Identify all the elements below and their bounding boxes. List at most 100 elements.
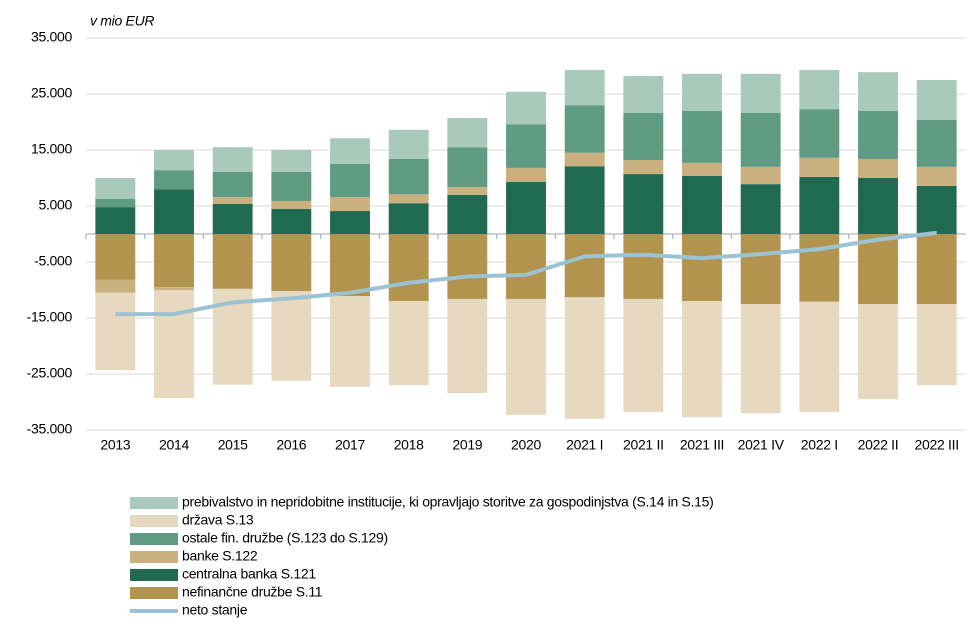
bar-segment [212, 203, 253, 234]
bar-segment [799, 176, 840, 234]
bar-segment [682, 73, 722, 111]
y-tick-label: -25.000 [27, 365, 73, 381]
bar-segment [623, 234, 664, 299]
bar-segment [858, 178, 898, 234]
bar-segment [447, 298, 488, 394]
x-tick-label: 2022 II [858, 437, 899, 453]
bar-segment [330, 234, 370, 297]
labels: -35.000 -25.000 -15.000 -5.000 5.000 15.000 25… [27, 29, 960, 453]
bar-segment [447, 194, 488, 234]
bar-segment [682, 234, 722, 302]
bar-segment [799, 301, 840, 413]
bar-segment [330, 164, 370, 198]
x-tick-label: 2016 [276, 437, 306, 453]
bar-segment [154, 170, 194, 190]
legend-swatch [130, 587, 178, 599]
bar-segment [623, 160, 664, 175]
legend-swatch [130, 533, 178, 545]
bar-segment [95, 199, 136, 208]
x-tick-label: 2021 I [566, 437, 603, 453]
bar-segment [858, 72, 898, 111]
bar-segment [623, 113, 664, 161]
x-tick-label: 2020 [511, 437, 541, 453]
bar-segment [95, 178, 136, 199]
bar-segment [799, 69, 840, 110]
bar-segment [154, 290, 194, 399]
bar-segment [447, 147, 488, 187]
x-tick-label: 2021 III [680, 437, 724, 453]
bar-segment [506, 234, 546, 299]
bar-segment [858, 304, 898, 400]
lines [115, 230, 937, 317]
bar-segment [388, 158, 429, 195]
bar-segment [154, 150, 194, 171]
bar-segment [740, 234, 781, 304]
bar-segment [95, 279, 136, 293]
legend-swatch [130, 515, 178, 527]
unit-label: v mio EUR [90, 13, 154, 29]
bar-segment [623, 174, 664, 234]
bar-segment [564, 69, 605, 106]
bar-segment [799, 109, 840, 158]
legend: prebivalstvo in nepridobitne institucije… [130, 494, 714, 618]
legend-label: ostale fin. družbe (S.123 do S.129) [182, 530, 388, 546]
bar-segment [564, 105, 605, 153]
y-tick-label: -5.000 [34, 253, 72, 269]
bar-segment [623, 76, 664, 114]
bar-segment [740, 184, 781, 234]
legend-swatch [130, 497, 178, 509]
legend-label: centralna banka S.121 [182, 566, 316, 582]
bar-segment [799, 234, 840, 302]
bar-segment [212, 197, 253, 204]
bar-segment [740, 73, 781, 114]
x-tick-label: 2013 [100, 437, 130, 453]
legend-label: država S.13 [182, 512, 254, 528]
bar-segment [740, 166, 781, 185]
x-tick-label: 2018 [394, 437, 424, 453]
bar-segment [95, 207, 136, 234]
bar-segment [506, 91, 546, 125]
bar-segment [564, 166, 605, 234]
legend-swatch [130, 551, 178, 563]
bar-segment [682, 175, 722, 234]
bar-segment [447, 186, 488, 195]
x-tick-label: 2021 IV [738, 437, 785, 453]
y-tick-label: 35.000 [31, 29, 73, 45]
bar-segment [506, 124, 546, 168]
bar-segment [916, 80, 957, 120]
bar-segment [916, 119, 957, 167]
y-tick-label: 25.000 [31, 85, 73, 101]
bars [95, 69, 957, 419]
bar-segment [388, 129, 429, 159]
bar-segment [682, 301, 722, 418]
bar-segment [388, 194, 429, 204]
bar-segment [506, 298, 546, 415]
bar-segment [330, 211, 370, 234]
bar-segment [212, 234, 253, 289]
x-tick-label: 2017 [335, 437, 365, 453]
bar-segment [95, 234, 136, 280]
bar-segment [271, 150, 312, 172]
bar-segment [330, 197, 370, 212]
bar-segment [154, 287, 194, 290]
bar-segment [740, 113, 781, 167]
bar-segment [388, 203, 429, 234]
y-tick-label: -15.000 [27, 309, 73, 325]
bar-segment [447, 234, 488, 299]
legend-label: banke S.122 [182, 548, 258, 564]
legend-label: neto stanje [182, 602, 248, 618]
x-tick-label: 2019 [452, 437, 482, 453]
x-tick-label: 2021 II [623, 437, 664, 453]
bar-segment [271, 234, 312, 292]
bar-segment [564, 152, 605, 167]
bar-segment [271, 200, 312, 209]
y-tick-label: -35.000 [27, 421, 73, 437]
bar-segment [916, 304, 957, 386]
x-tick-label: 2015 [218, 437, 248, 453]
bar-segment [388, 301, 429, 386]
bar-segment [271, 208, 312, 234]
bar-segment [564, 297, 605, 419]
bar-segment [858, 158, 898, 178]
bar-segment [506, 167, 546, 182]
